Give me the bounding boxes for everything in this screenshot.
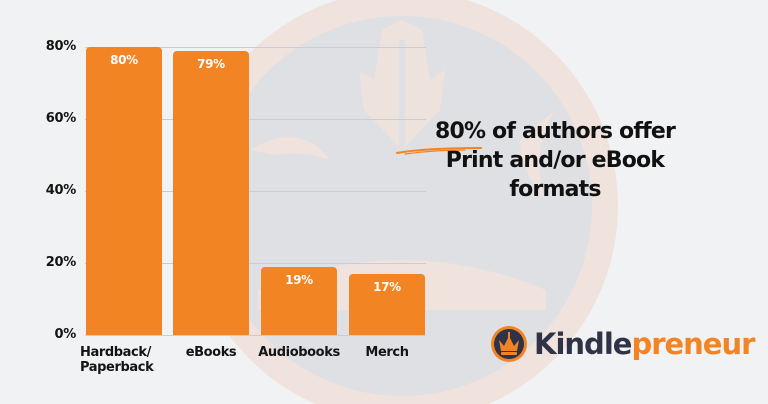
- bar-audiobooks: 19%: [261, 267, 337, 335]
- headline-line-2: Print and/or eBook: [445, 148, 665, 173]
- bar-value-label: 19%: [285, 273, 313, 287]
- crown-icon: [491, 326, 527, 362]
- gridline-80: [85, 47, 426, 48]
- headline-line-1: 80% of authors offer: [434, 119, 676, 144]
- x-category-label: Merch: [365, 345, 409, 360]
- kindlepreneur-logo: Kindlepreneur: [490, 322, 755, 366]
- brand-name-dark: Kindle: [534, 327, 632, 361]
- gridline-0: [85, 335, 426, 336]
- headline-line-3: formats: [509, 177, 601, 202]
- bar-hardback-paperback: 80%: [86, 47, 162, 335]
- chart-headline: 80% of authors offer Print and/or eBook …: [390, 117, 720, 204]
- gridline-40: [85, 191, 426, 192]
- y-tick-label: 60%: [45, 111, 77, 126]
- bar-merch: 17%: [349, 274, 425, 335]
- y-tick-label: 0%: [54, 327, 77, 342]
- y-tick-label: 80%: [45, 39, 77, 54]
- x-category-label: Hardback/ Paperback: [80, 345, 154, 375]
- bar-value-label: 80%: [110, 53, 138, 67]
- gridline-20: [85, 263, 426, 264]
- bar-value-label: 79%: [197, 57, 225, 71]
- bar-value-label: 17%: [373, 280, 401, 294]
- bar-ebooks: 79%: [173, 51, 249, 335]
- x-category-label: eBooks: [185, 345, 237, 360]
- y-tick-label: 20%: [45, 255, 77, 270]
- brush-underline-decoration: [396, 147, 482, 155]
- brand-name-orange: preneur: [631, 327, 755, 361]
- y-tick-label: 40%: [45, 183, 77, 198]
- gridline-60: [85, 119, 426, 120]
- x-category-label: Audiobooks: [258, 345, 340, 360]
